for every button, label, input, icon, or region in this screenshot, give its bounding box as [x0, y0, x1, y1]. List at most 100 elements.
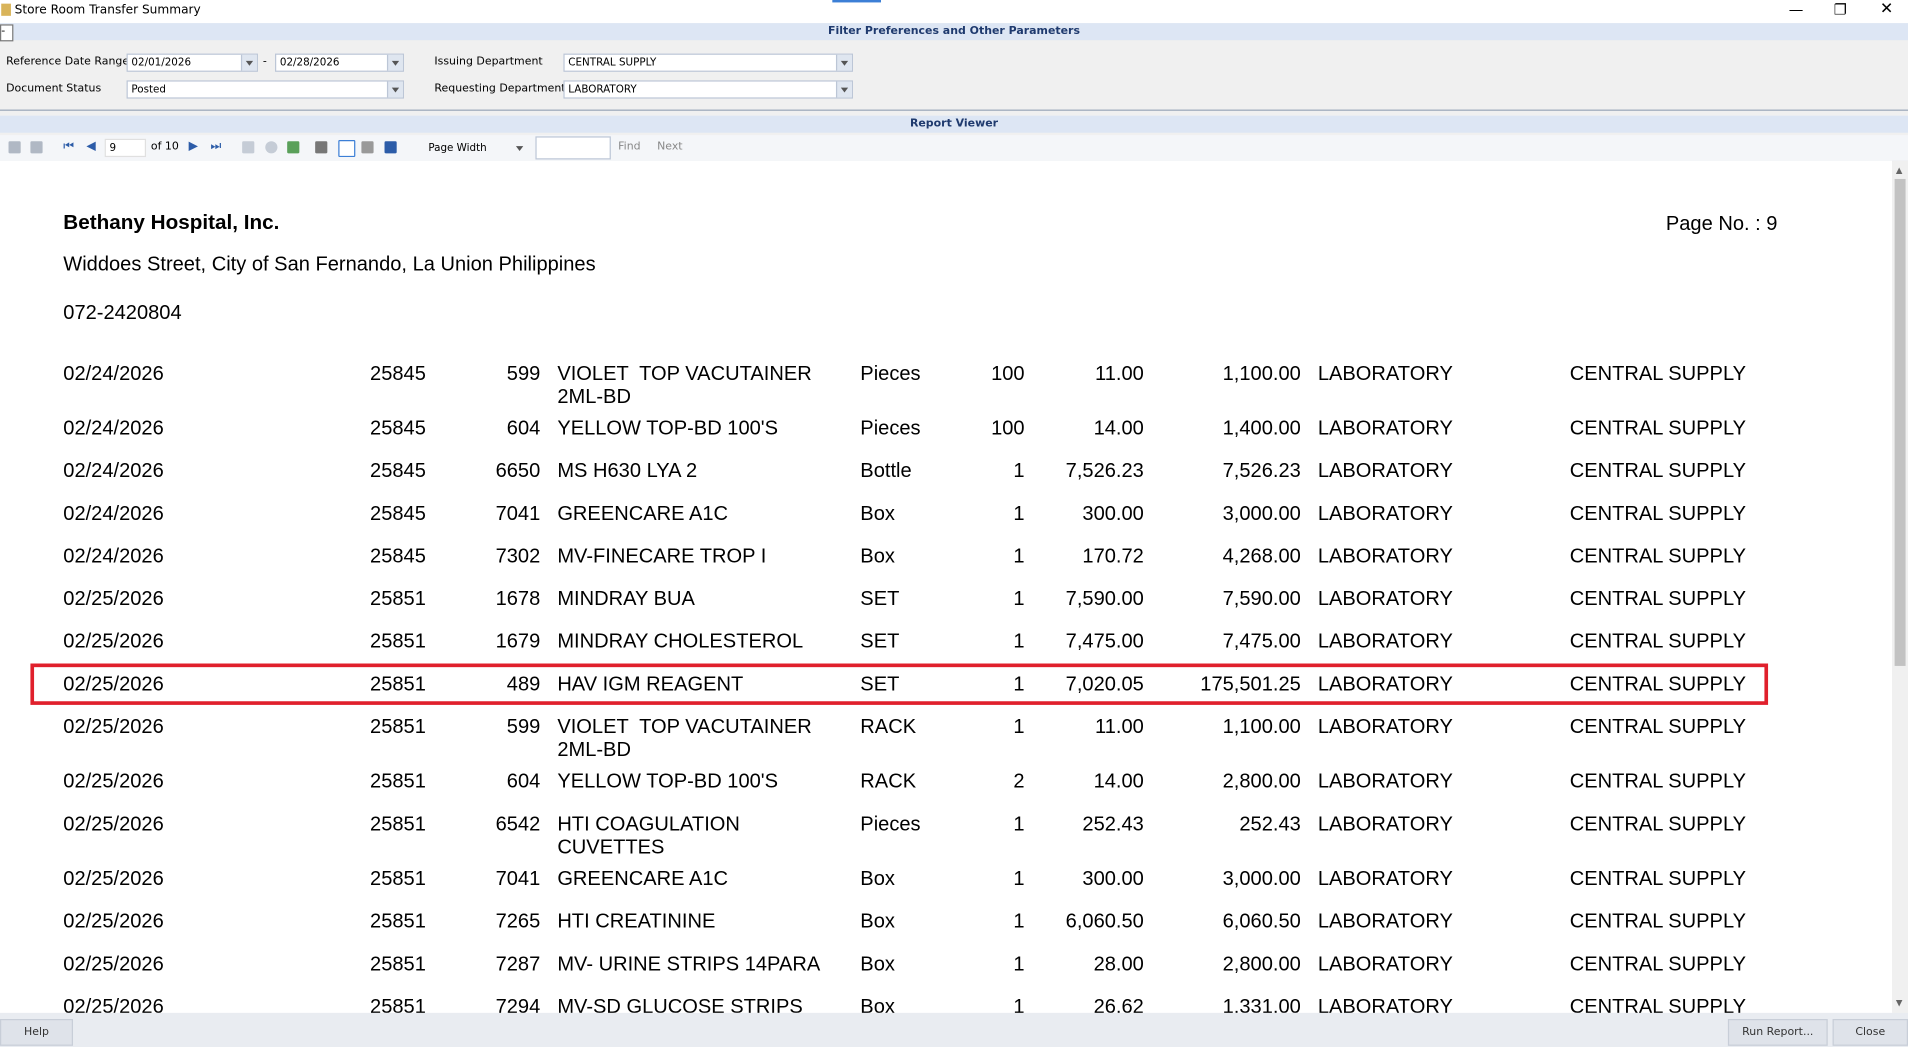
toolbar: ⏮ ◀ 9 of 10 ▶ ⏭ Page Width Find Next — [0, 135, 1908, 162]
collapse-button[interactable]: - — [0, 24, 14, 42]
item-description: MINDRAY BUA — [557, 588, 695, 610]
unit: Pieces — [860, 813, 921, 836]
company-name: Bethany Hospital, Inc. — [63, 210, 280, 234]
requesting-select[interactable]: LABORATORY — [563, 80, 854, 99]
page-no: Page No. : 9 — [1665, 213, 1778, 235]
total-cost: 1,100.00 — [1222, 362, 1301, 385]
window-title: Store Room Transfer Summary — [14, 3, 201, 18]
requesting-department: LABORATORY — [1317, 588, 1453, 610]
quantity: 1 — [1013, 673, 1025, 696]
back-button[interactable] — [242, 141, 255, 154]
document-no: 25845 — [370, 417, 426, 440]
footer-bar: Help Run Report... Close — [0, 1012, 1908, 1047]
company-phone: 072-2420804 — [63, 301, 182, 324]
report-row: 02/24/2026 25845 604 YELLOW TOP-BD 100'S Pie… — [0, 418, 1892, 461]
issuing-department: CENTRAL SUPPLY — [1569, 813, 1747, 836]
date-to: 02/28/2026 — [279, 57, 340, 70]
total-cost: 7,475.00 — [1222, 630, 1301, 653]
report-row: 02/25/2026 25851 6542 HTI COAGULATION CUVET… — [0, 813, 1892, 868]
first-page-button[interactable]: ⏮ — [63, 140, 75, 154]
date: 02/25/2026 — [63, 868, 164, 890]
unit-cost: 7,526.23 — [1065, 460, 1144, 483]
total-cost: 2,800.00 — [1222, 953, 1301, 976]
close-button[interactable]: Close — [1832, 1018, 1908, 1046]
item-code: 7041 — [495, 868, 541, 890]
unit: Bottle — [860, 460, 912, 483]
item-description: HTI CREATININE — [557, 910, 716, 933]
page-input[interactable]: 9 — [104, 138, 147, 158]
page-setup-button[interactable] — [361, 141, 374, 154]
help-button[interactable]: Help — [0, 1018, 74, 1046]
next-page-button[interactable]: ▶ — [188, 140, 198, 154]
quantity: 100 — [991, 362, 1025, 385]
quantity: 1 — [1013, 910, 1025, 933]
restore-button[interactable]: ❐ — [1833, 1, 1847, 19]
date: 02/24/2026 — [63, 362, 164, 385]
document-no: 25851 — [370, 715, 426, 738]
requesting-department: LABORATORY — [1317, 673, 1453, 696]
total-cost: 3,000.00 — [1222, 868, 1301, 890]
item-code: 7041 — [495, 502, 541, 525]
item-description: MV-SD GLUCOSE STRIPS — [557, 995, 803, 1013]
issuing-department: CENTRAL SUPPLY — [1569, 588, 1747, 610]
scrollbar[interactable]: ▲ ▼ — [1892, 160, 1908, 1013]
total-cost: 1,100.00 — [1222, 715, 1301, 738]
unit-cost: 28.00 — [1093, 953, 1144, 976]
total-cost: 4,268.00 — [1222, 545, 1301, 568]
issuing-department: CENTRAL SUPPLY — [1569, 953, 1747, 976]
report-row: 02/24/2026 25845 599 VIOLET TOP VACUTAINER … — [0, 363, 1892, 418]
toolbar-icon[interactable] — [8, 141, 21, 154]
unit: Pieces — [860, 417, 921, 440]
find-input[interactable] — [535, 136, 611, 160]
prev-page-button[interactable]: ◀ — [86, 140, 96, 154]
quantity: 1 — [1013, 502, 1025, 525]
date-from: 02/01/2026 — [131, 57, 192, 70]
scroll-thumb[interactable] — [1894, 178, 1906, 666]
total-cost: 1,331.00 — [1222, 995, 1301, 1013]
item-description: VIOLET TOP VACUTAINER 2ML-BD — [557, 362, 818, 408]
requesting-department: LABORATORY — [1317, 417, 1453, 440]
layout-button[interactable] — [338, 140, 356, 158]
total-cost: 1,400.00 — [1222, 417, 1301, 440]
requesting-department: LABORATORY — [1317, 813, 1453, 836]
next-button[interactable]: Next — [657, 141, 683, 154]
document-no: 25845 — [370, 545, 426, 568]
issuing-select[interactable]: CENTRAL SUPPLY — [563, 53, 854, 72]
total-cost: 7,526.23 — [1222, 460, 1301, 483]
document-no: 25851 — [370, 588, 426, 610]
unit-cost: 300.00 — [1082, 502, 1144, 525]
date: 02/25/2026 — [63, 715, 164, 738]
stop-button[interactable] — [265, 141, 278, 154]
total-cost: 3,000.00 — [1222, 502, 1301, 525]
report-row: 02/25/2026 25851 1679 MINDRAY CHOLESTEROL SE… — [0, 631, 1892, 674]
issuing-label: Issuing Department — [434, 56, 543, 69]
status-select[interactable]: Posted — [126, 80, 404, 99]
last-page-button[interactable]: ⏭ — [210, 140, 222, 154]
minimize-button[interactable]: — — [1788, 1, 1804, 19]
run-report-button[interactable]: Run Report... — [1727, 1018, 1828, 1046]
zoom-select[interactable]: Page Width — [423, 138, 529, 158]
close-window-button[interactable]: ✕ — [1880, 0, 1894, 19]
unit: Box — [860, 545, 895, 568]
date-to-input[interactable]: 02/28/2026 — [275, 53, 404, 72]
toolbar-icon[interactable] — [30, 141, 43, 154]
total-cost: 6,060.50 — [1222, 910, 1301, 933]
unit: SET — [860, 630, 900, 653]
report-row: 02/24/2026 25845 7302 MV-FINECARE TROP I Box… — [0, 545, 1892, 588]
find-button[interactable]: Find — [618, 141, 641, 154]
requesting-department: LABORATORY — [1317, 910, 1453, 933]
item-description: MS H630 LYA 2 — [557, 460, 698, 483]
date-from-input[interactable]: 02/01/2026 — [126, 53, 258, 72]
export-button[interactable] — [384, 141, 397, 154]
unit-cost: 14.00 — [1093, 417, 1144, 440]
document-no: 25851 — [370, 630, 426, 653]
issuing-department: CENTRAL SUPPLY — [1569, 995, 1747, 1013]
report-row: 02/25/2026 25851 599 VIOLET TOP VACUTAINER … — [0, 716, 1892, 771]
print-button[interactable] — [315, 141, 328, 154]
viewer-header: Report Viewer — [0, 115, 1908, 133]
date-range-label: Reference Date Range — [6, 56, 130, 69]
item-description: VIOLET TOP VACUTAINER 2ML-BD — [557, 715, 818, 761]
refresh-button[interactable] — [287, 141, 300, 154]
requesting-department: LABORATORY — [1317, 362, 1453, 385]
